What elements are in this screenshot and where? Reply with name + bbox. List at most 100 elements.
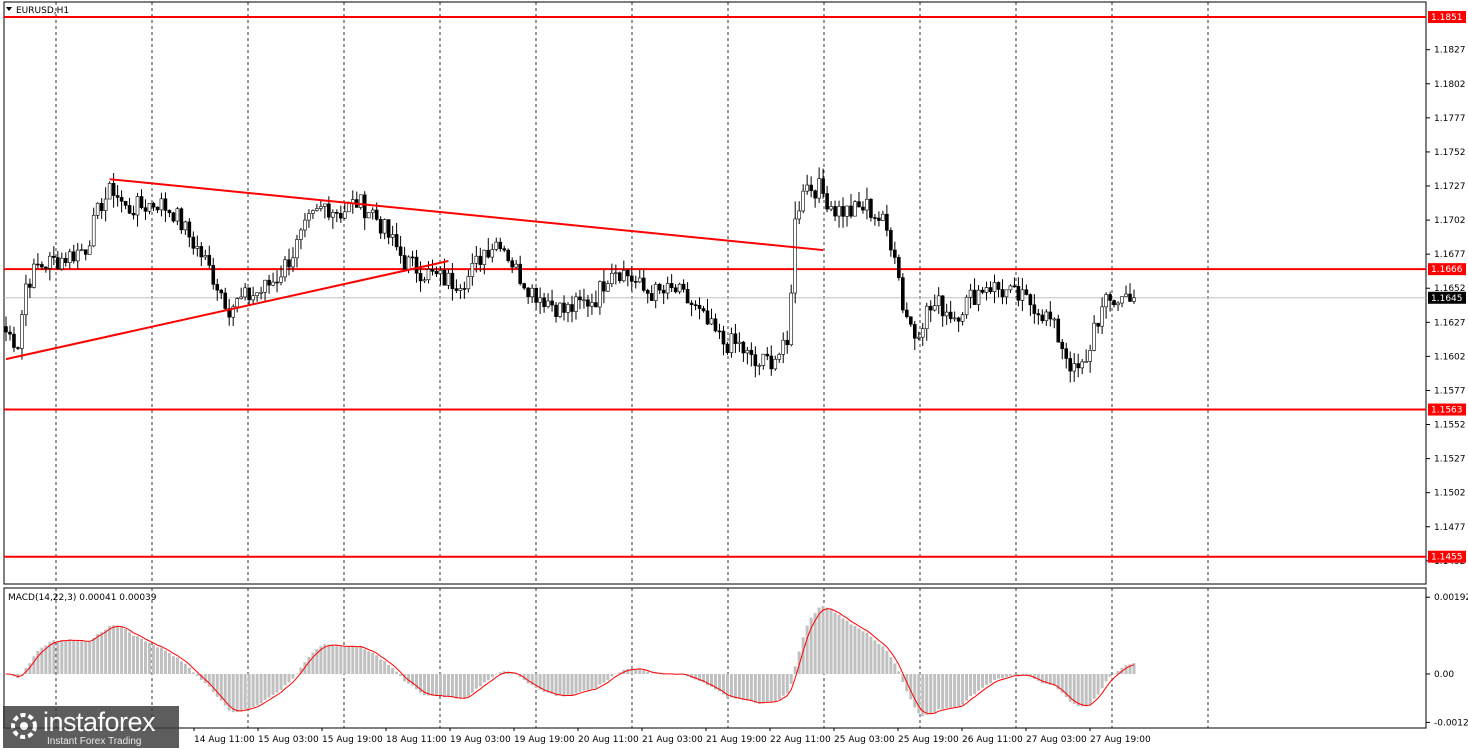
candle-body-bear <box>1036 313 1041 316</box>
macd-histogram-bar <box>355 646 359 674</box>
watermark-brand: instaforex <box>43 707 156 737</box>
candle <box>972 278 977 305</box>
candle-body-bull <box>801 190 805 212</box>
candle <box>147 203 152 215</box>
macd-histogram-bar <box>446 674 450 697</box>
candle-body-bear <box>905 309 909 318</box>
candle <box>705 298 710 326</box>
macd-histogram-bar <box>773 674 777 702</box>
macd-histogram-bar <box>171 656 175 674</box>
candle <box>143 199 148 220</box>
candle <box>1100 297 1104 335</box>
macd-histogram-bar <box>1088 674 1092 705</box>
macd-histogram-bar <box>179 661 183 674</box>
candle-body-bull <box>598 281 602 308</box>
candle-body-bear <box>1108 294 1112 301</box>
macd-histogram-bar <box>482 674 486 683</box>
candle <box>203 249 208 261</box>
candle <box>952 311 957 322</box>
candle <box>598 280 602 315</box>
candle-body-bear <box>362 194 367 219</box>
candle-body-bear <box>223 292 228 309</box>
candle <box>1024 284 1029 296</box>
macd-histogram-bar <box>582 674 586 691</box>
candle <box>1132 289 1136 304</box>
candle-body-bull <box>1080 361 1084 369</box>
macd-histogram-bar <box>893 663 897 674</box>
candle <box>865 187 869 220</box>
candle-body-bear <box>127 205 132 214</box>
macd-signal-line <box>5 608 1135 715</box>
macd-histogram-bar <box>1032 674 1036 679</box>
macd-histogram-bar <box>474 674 478 689</box>
candle-body-bear <box>478 255 483 265</box>
macd-histogram-bar <box>430 674 434 696</box>
macd-histogram-bar <box>733 674 737 699</box>
candle-body-bull <box>737 341 742 344</box>
candle-body-bull <box>805 184 809 192</box>
candle-body-bear <box>151 203 156 208</box>
candle <box>446 269 451 290</box>
candle-body-bear <box>534 287 538 303</box>
macd-histogram-bar <box>343 646 347 674</box>
candle <box>490 243 495 263</box>
candle <box>622 260 626 283</box>
candle <box>797 201 801 225</box>
candle-body-bear <box>139 196 144 208</box>
macd-histogram-bar <box>873 640 877 674</box>
candle <box>60 252 64 271</box>
time-tick-label: 22 Aug 11:00 <box>770 735 831 745</box>
candle-body-bear <box>570 304 574 312</box>
candle-body-bull <box>729 333 734 353</box>
candle <box>119 190 124 213</box>
candle <box>470 253 475 286</box>
candle <box>1092 315 1096 352</box>
candle-body-bear <box>1048 311 1053 320</box>
candle-body-bull <box>936 295 941 306</box>
price-tick-label: 1.1477 <box>1434 523 1466 533</box>
candle <box>777 352 782 363</box>
macd-histogram-bar <box>1012 674 1016 675</box>
candle-body-bear <box>733 333 738 344</box>
macd-histogram-bar <box>937 674 941 710</box>
macd-histogram-bar <box>151 645 155 674</box>
time-tick-label: 15 Aug 19:00 <box>322 735 383 745</box>
candle <box>538 287 542 315</box>
candle <box>741 340 746 362</box>
candle <box>1048 301 1053 327</box>
candle <box>1052 317 1057 329</box>
chart-frame <box>3 1 1427 729</box>
candle-body-bull <box>1092 322 1096 351</box>
candle-body-bear <box>785 339 790 346</box>
candle <box>48 251 52 281</box>
candle-body-bear <box>809 184 813 192</box>
macd-histogram-bar <box>1060 674 1064 694</box>
candle <box>1116 301 1120 312</box>
candle <box>255 292 259 302</box>
candle <box>849 194 853 219</box>
macd-histogram-bar <box>16 674 20 679</box>
candle-body-bear <box>119 197 124 202</box>
macd-histogram-bar <box>120 626 124 674</box>
candle <box>1044 309 1049 326</box>
macd-histogram-bar <box>606 674 610 681</box>
candle <box>171 211 176 223</box>
candle <box>279 265 283 286</box>
candle-body-bear <box>629 275 634 282</box>
macd-histogram-bar <box>1016 674 1020 676</box>
candle-body-bear <box>1012 285 1017 288</box>
candle-body-bull <box>48 255 52 269</box>
candle-body-bear <box>833 206 837 217</box>
candle-body-bear <box>769 355 774 370</box>
candle-body-bear <box>877 217 881 221</box>
candle <box>562 295 566 321</box>
candle-body-bear <box>410 256 415 259</box>
candle-body-bear <box>287 259 291 268</box>
candle-body-bear <box>4 326 8 333</box>
candle <box>319 200 323 212</box>
candle-body-bull <box>1072 363 1077 372</box>
macd-histogram-bar <box>1028 674 1032 677</box>
candle-body-bear <box>689 302 694 305</box>
candle-body-bull <box>546 300 550 307</box>
price-tick-label: 1.1802 <box>1434 80 1466 90</box>
